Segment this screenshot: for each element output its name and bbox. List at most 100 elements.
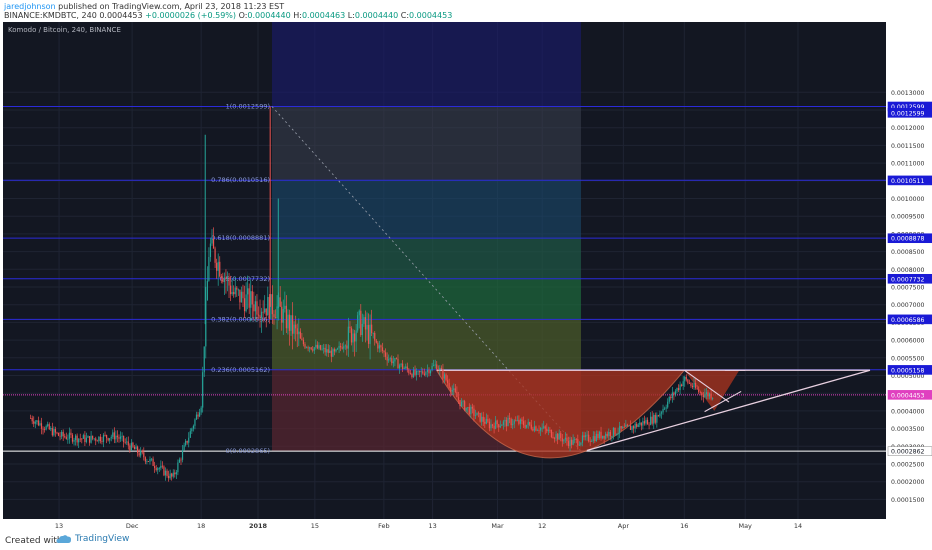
candle-body	[606, 433, 608, 436]
candle-body	[555, 434, 557, 439]
candle-body	[152, 458, 154, 466]
candle-body	[307, 347, 309, 349]
candle-body	[233, 292, 235, 295]
tradingview-brand[interactable]: TradingView	[56, 534, 129, 544]
candle-body	[553, 438, 556, 439]
candle-body	[468, 407, 470, 415]
y-tick-label: 0.0010000	[891, 196, 925, 203]
y-tick-label: 0.0002500	[891, 462, 925, 469]
price-tag-label: 0.0004453	[891, 392, 925, 399]
symbol-label: BINANCE:KMDBTC, 240	[4, 11, 97, 20]
last-price: 0.0004453	[99, 11, 143, 20]
candle-body	[319, 345, 322, 350]
candle-body	[158, 468, 160, 469]
publish-line: jaredjohnson published on TradingView.co…	[4, 2, 284, 11]
candle-body	[293, 324, 295, 334]
candle-body	[178, 459, 181, 463]
candle-body	[384, 352, 387, 357]
candle-body	[702, 395, 704, 398]
candle-body	[642, 421, 644, 426]
candle-body	[352, 333, 354, 343]
candle-body	[471, 406, 473, 409]
candle-body	[226, 277, 229, 280]
candle-body	[177, 462, 179, 473]
candle-body	[124, 442, 126, 443]
candle-body	[456, 391, 458, 398]
price-tag	[887, 390, 932, 400]
candle-body	[631, 426, 633, 430]
candle-body	[670, 396, 672, 399]
candle-body	[68, 432, 70, 439]
created-with-label: Created with	[5, 536, 63, 546]
author-link[interactable]: jaredjohnson	[4, 2, 56, 11]
candle-body	[116, 435, 119, 438]
candle-body	[270, 294, 272, 319]
candle-body	[608, 431, 610, 436]
candle-body	[220, 276, 222, 279]
candle-body	[665, 407, 667, 409]
candle-body	[679, 384, 681, 391]
candle-body	[101, 441, 103, 442]
candle-body	[87, 436, 89, 438]
price-tag	[887, 233, 932, 244]
candle-body	[682, 381, 684, 386]
x-tick-label: Dec	[126, 522, 139, 530]
candle-body	[663, 408, 666, 410]
ohlc-line: BINANCE:KMDBTC, 240 0.0004453 +0.0000026…	[4, 11, 452, 20]
candle-body	[707, 392, 709, 397]
candle-body	[395, 358, 398, 360]
candle-body	[144, 457, 146, 462]
candle-body	[671, 392, 673, 399]
candle-body	[305, 347, 308, 349]
candle-body	[691, 385, 694, 388]
price-tag-label: 0.0005158	[891, 367, 925, 374]
candle-body	[48, 424, 50, 430]
candle-body	[522, 421, 525, 426]
price-chart[interactable]: 0.00130000.00125000.00120000.00115000.00…	[0, 22, 932, 531]
candle-body	[84, 435, 86, 443]
candle-body	[577, 439, 579, 446]
candle-body	[219, 261, 221, 277]
candle-body	[209, 243, 212, 258]
price-tag-label: 0.0010511	[891, 178, 925, 185]
candle-body	[296, 328, 298, 335]
candle-body	[420, 371, 422, 373]
candle-body	[353, 333, 356, 342]
candle-body	[676, 388, 678, 392]
candle-body	[136, 446, 139, 453]
candle-body	[685, 376, 687, 380]
candle-body	[47, 424, 49, 427]
candle-body	[659, 413, 661, 417]
candle-body	[271, 294, 274, 315]
candle-body	[239, 289, 241, 303]
candle-body	[79, 438, 81, 440]
candle-body	[615, 434, 618, 436]
candle-body	[446, 380, 449, 384]
price-tag-label: 0.0012599	[891, 110, 925, 117]
candle-body	[569, 439, 571, 447]
candle-body	[625, 424, 627, 427]
candle-body	[364, 317, 367, 330]
candle-body	[442, 369, 444, 379]
candle-body	[73, 440, 75, 442]
candle-body	[566, 437, 568, 442]
candle-body	[74, 435, 77, 441]
x-tick-label: 2018	[249, 522, 268, 530]
fib-level-label: 0.786(0.0010516)	[211, 176, 270, 184]
candle-body	[366, 325, 368, 330]
candle-body	[198, 412, 201, 417]
candle-body	[701, 392, 703, 396]
candle-body	[253, 304, 255, 312]
candle-body	[643, 421, 646, 424]
candle-body	[428, 369, 430, 374]
candle-body	[617, 432, 619, 435]
candle-body	[197, 414, 199, 417]
candle-body	[268, 297, 270, 319]
candle-body	[445, 374, 447, 381]
open-label: O:	[238, 11, 248, 20]
candle-body	[512, 423, 514, 426]
candle-body	[105, 435, 108, 439]
candle-body	[287, 314, 289, 329]
candle-body	[154, 465, 156, 469]
fib-zone-1	[272, 106, 581, 181]
